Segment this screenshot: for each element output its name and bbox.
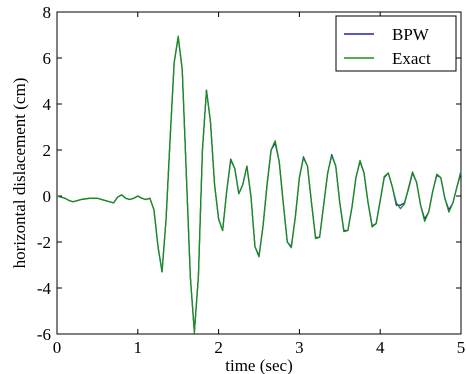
y-axis-label: horizontal dislacement (cm) — [10, 78, 29, 269]
y-tick-label: -2 — [37, 233, 51, 252]
legend-label-exact: Exact — [392, 49, 431, 68]
x-tick-label: 1 — [134, 338, 143, 357]
y-tick-label: 4 — [43, 95, 52, 114]
y-tick-label: 0 — [43, 187, 52, 206]
ticks-group: 0 1 2 3 4 5 -6 -4 -2 0 2 4 6 8 — [37, 3, 465, 357]
y-tick-label: 8 — [43, 3, 52, 22]
series-line-exact — [56, 35, 462, 334]
x-tick-label: 0 — [53, 338, 62, 357]
y-tick-label: 2 — [43, 141, 52, 160]
legend-box — [335, 15, 457, 72]
x-tick-label: 5 — [457, 338, 466, 357]
x-tick-label: 3 — [295, 338, 304, 357]
legend: BPW Exact — [335, 15, 457, 72]
x-tick-label: 2 — [214, 338, 223, 357]
y-tick-label: -6 — [37, 325, 51, 344]
series-group — [56, 35, 462, 334]
y-tick-label: 6 — [43, 49, 52, 68]
x-axis-label: time (sec) — [225, 356, 293, 374]
legend-label-bpw: BPW — [392, 25, 430, 44]
y-tick-label: -4 — [37, 279, 52, 298]
x-tick-label: 4 — [376, 338, 385, 357]
